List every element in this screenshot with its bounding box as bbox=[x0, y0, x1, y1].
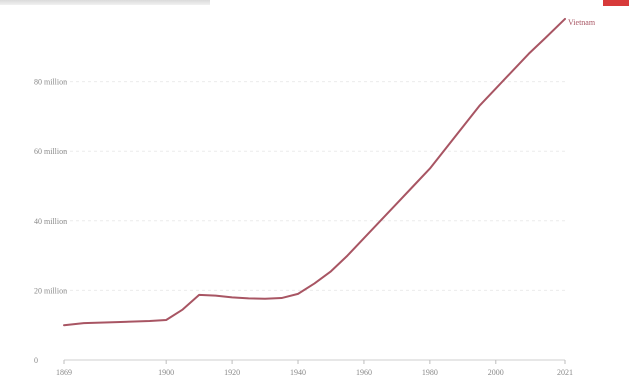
y-tick-label: 60 million bbox=[34, 147, 67, 156]
series-layer bbox=[63, 17, 566, 327]
brand-badge bbox=[603, 0, 629, 6]
x-tick-label: 1960 bbox=[356, 368, 372, 377]
series-line-vietnam bbox=[63, 17, 566, 327]
y-tick-label: 20 million bbox=[34, 286, 67, 295]
x-tick-label: 1920 bbox=[224, 368, 240, 377]
x-tick-label: 1940 bbox=[290, 368, 306, 377]
x-tick-label: 2000 bbox=[488, 368, 504, 377]
y-tick-label: 80 million bbox=[34, 78, 67, 87]
axis-layer bbox=[63, 360, 566, 364]
y-tick-label: 0 bbox=[34, 356, 38, 365]
label-layer: 0 20 million 40 million 60 million 80 millio… bbox=[34, 18, 596, 377]
x-tick-label: 2021 bbox=[557, 368, 573, 377]
x-tick-label: 1980 bbox=[422, 368, 438, 377]
x-tick-label: 1869 bbox=[56, 368, 72, 377]
y-tick-label: 40 million bbox=[34, 217, 67, 226]
grid-layer bbox=[64, 81, 565, 361]
chart-title-strip bbox=[0, 0, 210, 5]
x-tick-label: 1900 bbox=[158, 368, 174, 377]
series-end-label: Vietnam bbox=[568, 18, 596, 27]
